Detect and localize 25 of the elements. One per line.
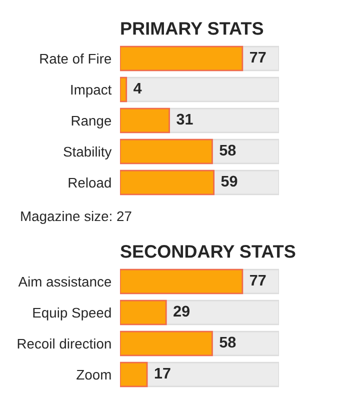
bar [120, 362, 148, 388]
y-tick-label: Aim assistance [18, 276, 112, 287]
chart-title: SECONDARY STATS [120, 245, 296, 258]
y-tick-label: Reload [68, 177, 111, 188]
bar [120, 76, 128, 102]
text: Magazine size: 27 [21, 210, 132, 224]
data-label: 77 [250, 274, 266, 286]
y-tick-label: Recoil direction [18, 338, 111, 349]
data-label: 31 [176, 114, 193, 125]
y-tick-label: Zoom [76, 370, 111, 380]
chart-title: PRIMARY STATS [121, 22, 264, 35]
y-tick-label: Stability [64, 146, 112, 160]
data-label: 29 [174, 306, 190, 317]
data-label: 58 [220, 336, 236, 348]
data-label: 59 [221, 176, 238, 187]
bar [120, 300, 167, 326]
data-label: 77 [250, 52, 266, 62]
data-label: 4 [134, 82, 142, 94]
y-tick-label: Rate of Fire [40, 53, 112, 64]
y-tick-label: Equip Speed [33, 307, 111, 320]
bar [120, 108, 170, 134]
y-tick-label: Impact [71, 84, 112, 98]
data-label: 58 [220, 144, 236, 156]
y-tick-label: Range [72, 116, 112, 128]
data-label: 17 [154, 368, 170, 378]
